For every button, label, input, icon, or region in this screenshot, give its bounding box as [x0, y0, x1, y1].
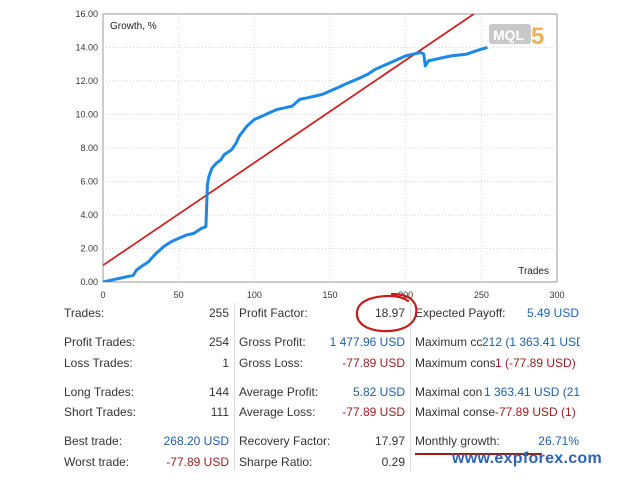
recovery-factor-label: Recovery Factor: — [239, 434, 331, 448]
expected-payoff-value: 5.49 USD — [526, 306, 579, 320]
sharpe-ratio-value: 0.29 — [381, 455, 405, 469]
gross-profit-value: 1 477.96 USD — [329, 335, 405, 349]
growth-line — [103, 46, 488, 282]
y-tick-label: 2.00 — [80, 244, 98, 254]
maximal-consec-profit-value: 1 363.41 USD (21 — [484, 385, 580, 399]
expected-payoff-label: Expected Payoff: — [415, 306, 506, 320]
worst-trade-value: -77.89 USD — [166, 455, 229, 469]
y-tick-label: 12.00 — [75, 76, 98, 86]
x-axis-ticks: 0 50 100 150 200 250 300 — [100, 290, 564, 300]
svg-text:MQL: MQL — [493, 27, 525, 43]
watermark-underline — [415, 453, 542, 455]
y-tick-label: 8.00 — [80, 143, 98, 153]
chart-title: Growth, % — [110, 21, 157, 32]
x-tick-label: 0 — [100, 290, 105, 300]
x-tick-label: 50 — [174, 290, 184, 300]
highlight-circle — [355, 292, 418, 333]
long-trades-value: 144 — [208, 385, 229, 399]
y-axis-ticks: 0.00 2.00 4.00 6.00 8.00 10.00 12.00 14.00 16.00 — [75, 9, 98, 287]
gross-profit-label: Gross Profit: — [239, 335, 306, 349]
maximal-consec-profit-label: Maximal con — [415, 385, 483, 399]
y-tick-label: 4.00 — [80, 210, 98, 220]
gross-loss-label: Gross Loss: — [239, 356, 304, 370]
average-loss-value: -77.89 USD — [342, 405, 405, 419]
average-profit-value: 5.82 USD — [352, 385, 405, 399]
short-trades-label: Short Trades: — [64, 405, 137, 419]
x-tick-label: 100 — [247, 290, 262, 300]
x-tick-label: 150 — [322, 290, 337, 300]
x-axis-label: Trades — [518, 266, 549, 277]
watermark-site: www.expforex.com — [452, 450, 603, 467]
profit-factor-label: Profit Factor: — [239, 306, 308, 320]
max-consec-wins-label: Maximum cc — [415, 335, 483, 349]
trades-value: 255 — [208, 306, 229, 320]
y-tick-label: 14.00 — [75, 43, 98, 53]
y-tick-label: 0.00 — [80, 277, 98, 287]
average-profit-label: Average Profit: — [239, 385, 319, 399]
column-divider — [234, 303, 235, 471]
trades-label: Trades: — [64, 306, 105, 320]
svg-text:5: 5 — [531, 23, 544, 50]
profit-trades-label: Profit Trades: — [64, 335, 136, 349]
y-tick-label: 6.00 — [80, 177, 98, 187]
max-consec-losses-label: Maximum cons — [415, 356, 495, 370]
monthly-growth-label: Monthly growth: — [415, 434, 500, 448]
growth-chart: 0.00 2.00 4.00 6.00 8.00 10.00 12.00 14.00 16.00… — [75, 9, 564, 300]
short-trades-value: 111 — [210, 405, 229, 419]
maximal-consec-loss-value: -77.89 USD (1) — [495, 405, 576, 419]
long-trades-label: Long Trades: — [64, 385, 135, 399]
max-consec-losses-value: 1 (-77.89 USD) — [495, 356, 576, 370]
y-tick-label: 10.00 — [75, 110, 98, 120]
monthly-growth-value: 26.71% — [538, 434, 579, 448]
max-consec-wins-value: 212 (1 363.41 USD — [482, 335, 580, 349]
worst-trade-label: Worst trade: — [64, 455, 130, 469]
x-tick-label: 250 — [474, 290, 489, 300]
recovery-factor-value: 17.97 — [374, 434, 405, 448]
gross-loss-value: -77.89 USD — [342, 356, 405, 370]
loss-trades-value: 1 — [222, 356, 229, 370]
best-trade-value: 268.20 USD — [163, 434, 229, 448]
best-trade-label: Best trade: — [64, 434, 123, 448]
profit-trades-value: 254 — [208, 335, 229, 349]
average-loss-label: Average Loss: — [239, 405, 316, 419]
x-tick-label: 300 — [549, 290, 564, 300]
loss-trades-label: Loss Trades: — [64, 356, 133, 370]
y-tick-label: 16.00 — [75, 9, 98, 19]
mql5-logo: MQL 5 — [489, 22, 549, 55]
maximal-consec-loss-label: Maximal conse — [415, 405, 495, 419]
chart-series — [103, 14, 488, 282]
sharpe-ratio-label: Sharpe Ratio: — [239, 455, 313, 469]
